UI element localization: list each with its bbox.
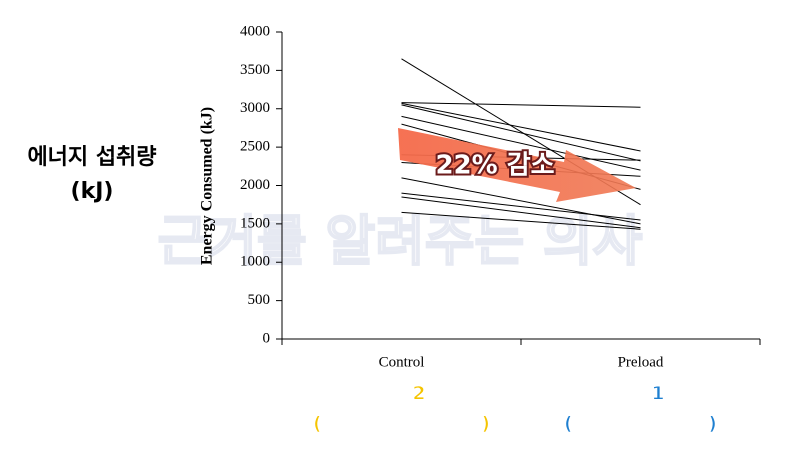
subject-line (401, 115, 641, 171)
y-axis-label: Energy Consumed (kJ) (199, 107, 216, 265)
group-note: (식전에 물을 안 마심) (313, 413, 490, 435)
arrow (398, 128, 636, 202)
left-label: 에너지 섭취량 (27, 145, 156, 170)
y-tick-label: 500 (248, 292, 271, 308)
y-tick-label: 3500 (240, 62, 270, 78)
subject-line (401, 104, 641, 162)
y-tick-label: 1500 (240, 215, 270, 231)
subject-line (401, 192, 641, 221)
group-name: 그룹2 (377, 383, 425, 405)
left-label: (kJ) (71, 179, 114, 204)
y-tick-label: 1000 (240, 254, 270, 270)
subject-line (401, 177, 641, 225)
subject-line (401, 102, 641, 108)
group-name: 그룹1 (616, 383, 664, 405)
x-tick-label: Preload (618, 354, 664, 370)
group-note: (식전에 물을 마심) (564, 413, 717, 435)
x-tick-label: Control (379, 354, 425, 370)
y-tick-label: 4000 (240, 23, 270, 39)
y-tick-label: 2000 (240, 177, 270, 193)
arrow-label: 22% 감소 (435, 151, 554, 181)
y-tick-label: 0 (263, 330, 271, 346)
y-tick-label: 2500 (240, 139, 270, 155)
subject-line (401, 211, 641, 230)
watermark: 근거를 알려주는 의사 (158, 210, 643, 273)
y-tick-label: 3000 (240, 100, 270, 116)
subject-line (401, 102, 641, 152)
subject-line (401, 196, 641, 229)
